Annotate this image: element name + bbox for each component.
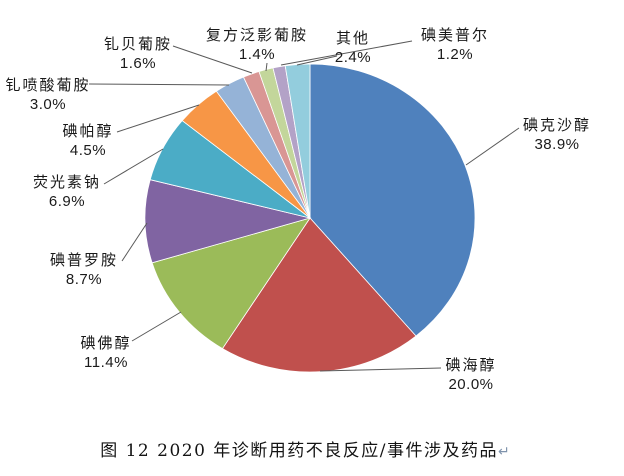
slice-label-name: 荧光素钠 [32,174,101,191]
leader-line-gadobenate [172,45,253,74]
pie-slices [144,63,476,373]
slice-label-other: 其他 2.4% [303,29,403,67]
leader-line-ioversol [131,311,182,342]
slice-label-name: 钆贝葡胺 [103,36,172,53]
slice-label-pct: 4.5% [69,142,107,159]
slice-label-pct: 3.0% [29,96,67,113]
paragraph-mark-icon: ↵ [498,444,510,460]
slice-label-name: 碘海醇 [445,357,497,374]
slice-label-iopromide: 碘普罗胺 8.7% [34,251,134,289]
slice-label-name: 其他 [335,30,370,47]
slice-label-pct: 2.4% [334,49,372,66]
slice-label-name: 碘普罗胺 [49,252,118,269]
slice-label-ioversol: 碘佛醇 11.4% [56,334,156,372]
slice-label-iohexol: 碘海醇 20.0% [421,356,521,394]
slice-label-name: 钆喷酸葡胺 [5,77,91,94]
slice-label-pct: 8.7% [65,271,103,288]
leader-line-iopromide [121,222,148,262]
slice-label-pct: 11.4% [84,354,128,371]
slice-label-iopamidol: 碘帕醇 4.5% [38,122,138,160]
pie-slice-2 [151,217,311,350]
slice-label-gadopentetate: 钆喷酸葡胺 3.0% [0,76,98,114]
figure-caption-text: 图 12 2020 年诊断用药不良反应/事件涉及药品 [100,441,499,461]
slice-label-iodixanol: 碘克沙醇 38.9% [507,116,607,154]
slice-label-gadobenate: 钆贝葡胺 1.6% [88,35,188,73]
leader-line-iohexol [319,367,442,372]
slice-label-name: 碘帕醇 [62,123,114,140]
leader-line-other [296,55,338,66]
pie-slice-0 [309,63,476,337]
slice-label-fluorescein-sodium: 荧光素钠 6.9% [17,173,117,211]
leader-line-gadopentetate [88,83,230,86]
leader-line-iopamidol [116,104,200,133]
pie-slice-1 [221,217,417,373]
slice-label-compound-diatrizoate: 复方泛影葡胺 1.4% [202,26,312,64]
slice-label-pct: 38.9% [534,136,580,153]
leader-line-fluorescein-sodium [103,148,164,185]
slice-label-pct: 6.9% [48,193,86,210]
leader-line-compound-diatrizoate [265,62,268,72]
figure-caption: 图 12 2020 年诊断用药不良反应/事件涉及药品↵ [0,436,610,461]
leader-line-iodixanol [465,127,520,166]
slice-label-name: 碘克沙醇 [522,117,591,134]
slice-label-name: 碘佛醇 [80,335,132,352]
slice-label-name: 碘美普尔 [420,27,489,44]
slice-label-pct: 1.4% [238,46,276,63]
slice-label-pct: 1.6% [119,55,157,72]
slice-label-name: 复方泛影葡胺 [205,27,308,44]
leader-line-iomeprol [280,40,413,66]
slice-label-pct: 1.2% [436,46,474,63]
slice-label-iomeprol: 碘美普尔 1.2% [405,26,505,64]
slice-label-pct: 20.0% [448,376,494,393]
pie-slice-3 [144,179,312,264]
